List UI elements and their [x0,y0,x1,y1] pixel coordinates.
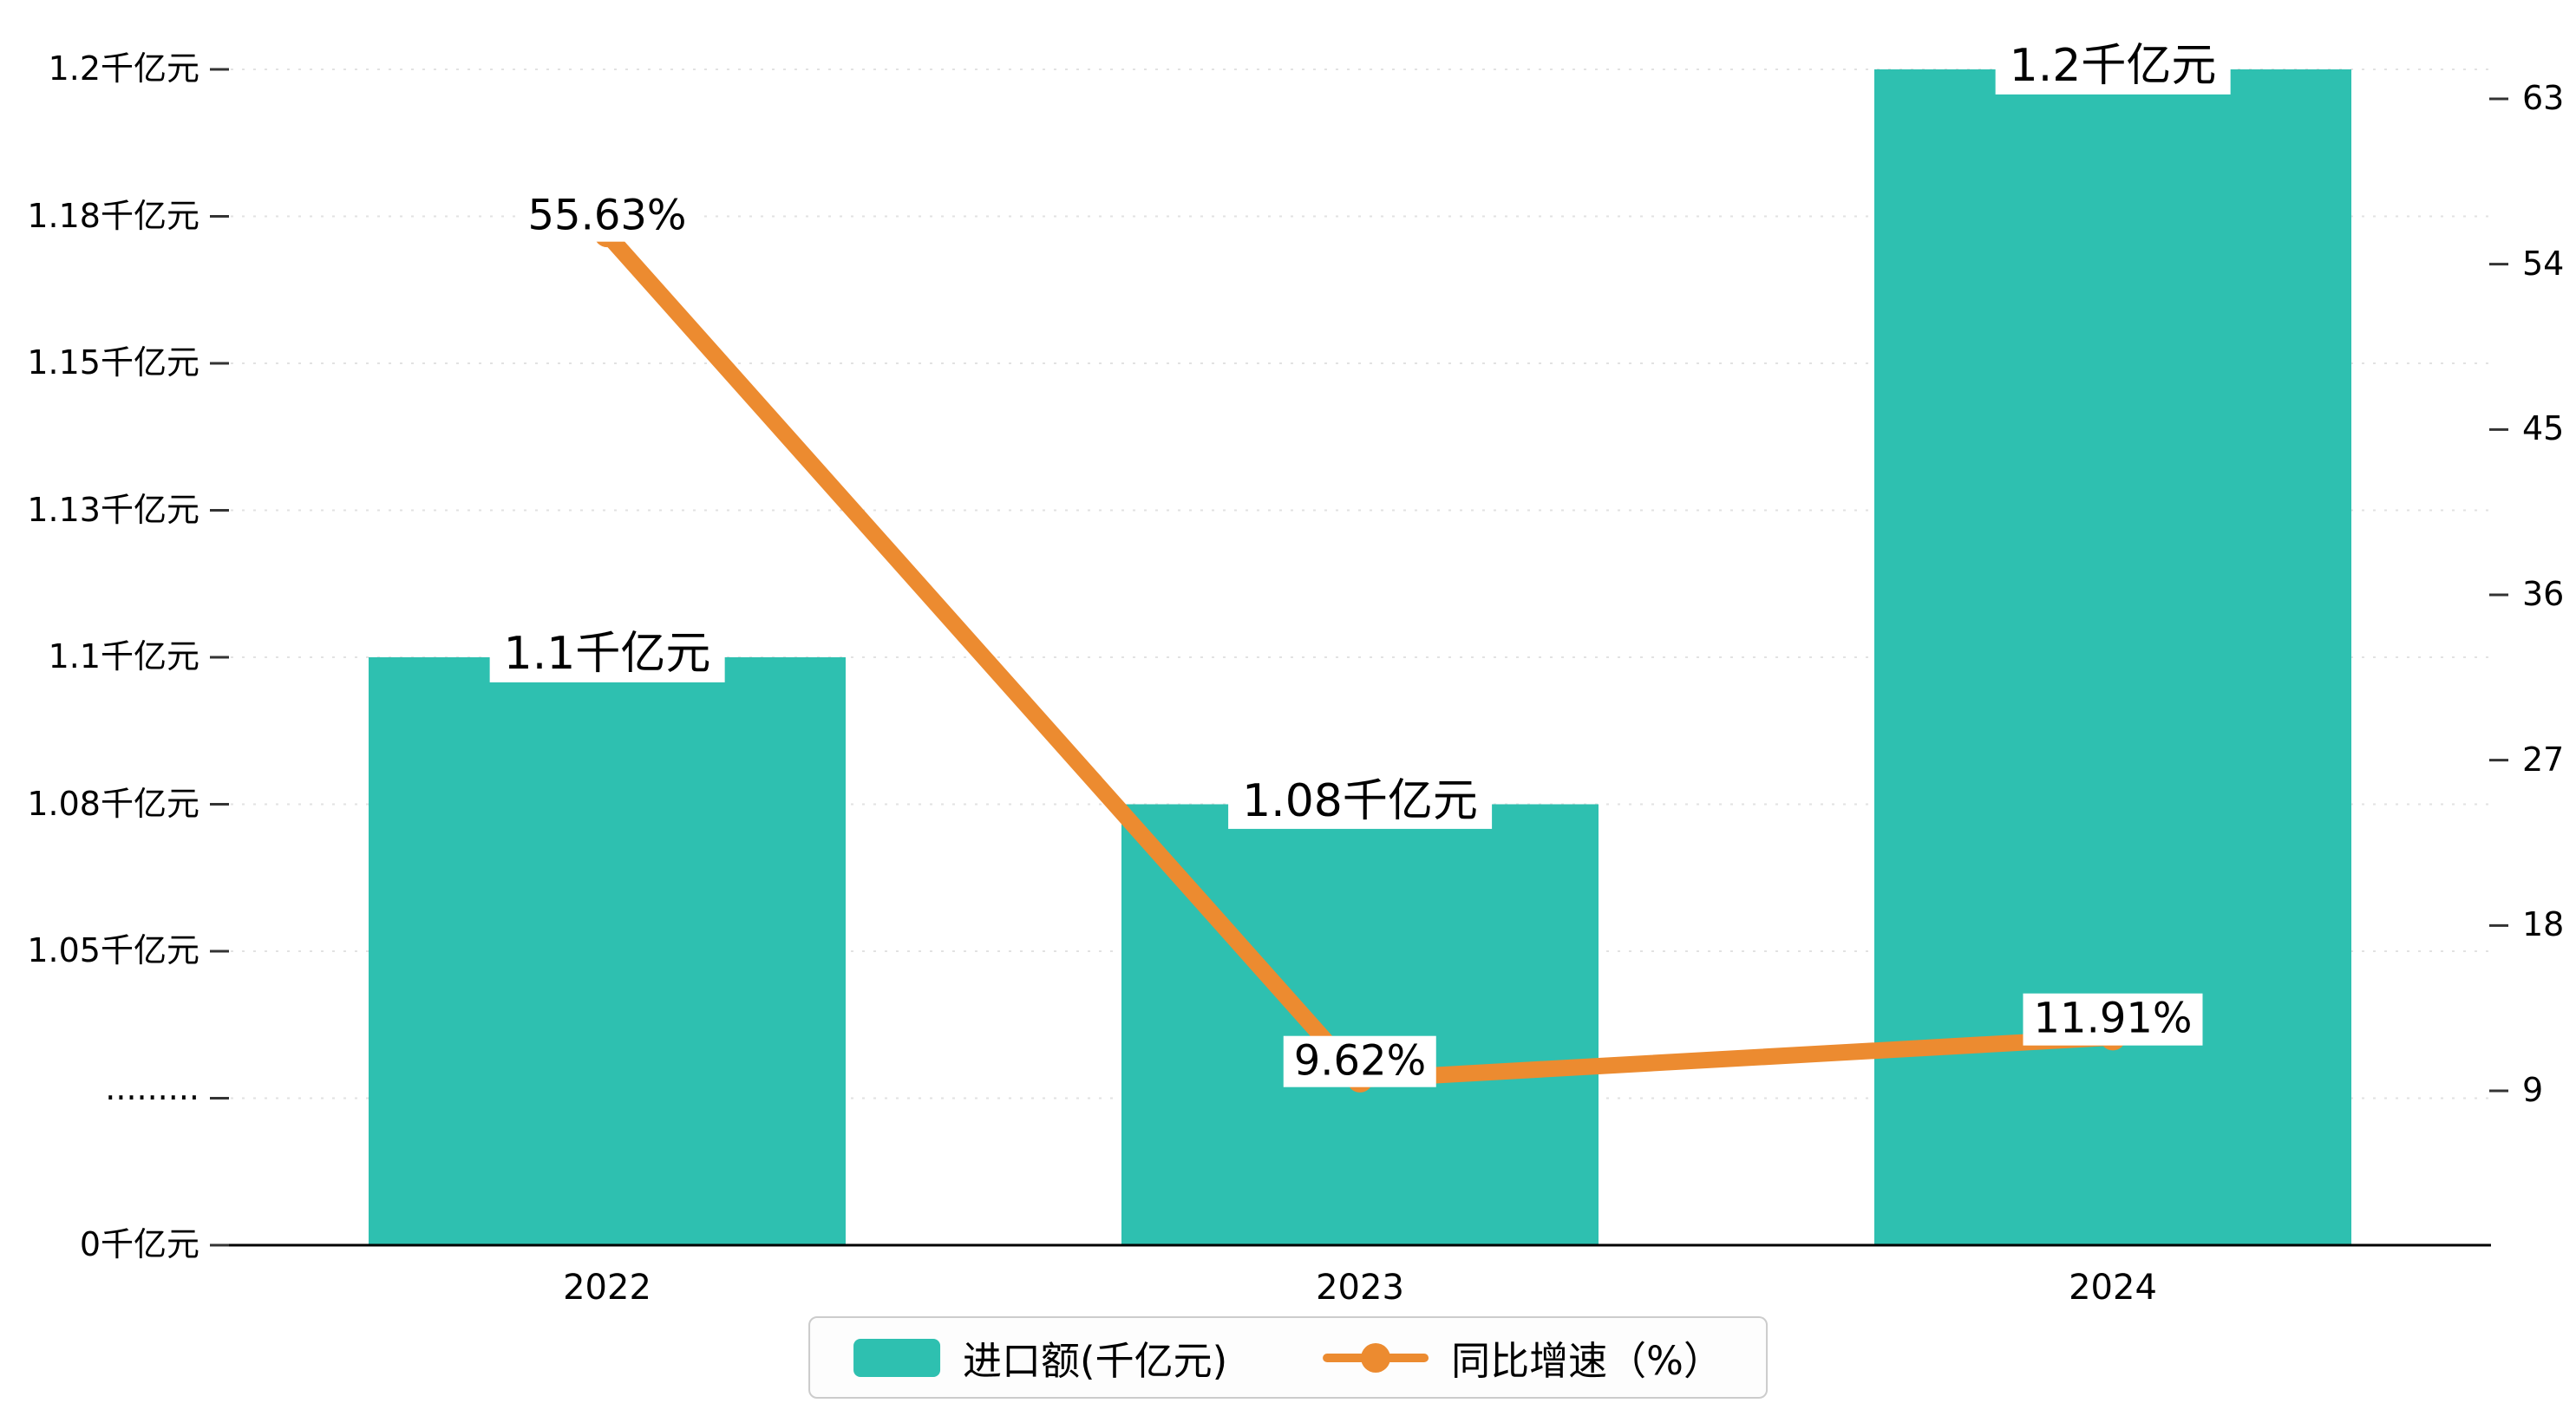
bar-2022 [369,657,846,1245]
legend-label-growth: 同比增速（%） [1451,1338,1723,1384]
line-legend-dot-icon [1361,1342,1391,1373]
line-legend-swatch-icon [1323,1339,1429,1377]
bar-2023 [1121,804,1599,1245]
legend-label-imports: 进口额(千亿元) [963,1338,1228,1384]
legend-item-growth[interactable]: 同比增速（%） [1323,1329,1723,1386]
line-point-2023 [1347,1066,1373,1093]
bar-legend-swatch-icon [853,1338,941,1377]
line-point-2024 [2100,1024,2126,1051]
bar-2024 [1874,69,2351,1245]
line-point-2022 [594,221,620,248]
legend-item-imports[interactable]: 进口额(千亿元) [853,1329,1227,1386]
legend: 进口额(千亿元) 同比增速（%） [808,1316,1768,1399]
